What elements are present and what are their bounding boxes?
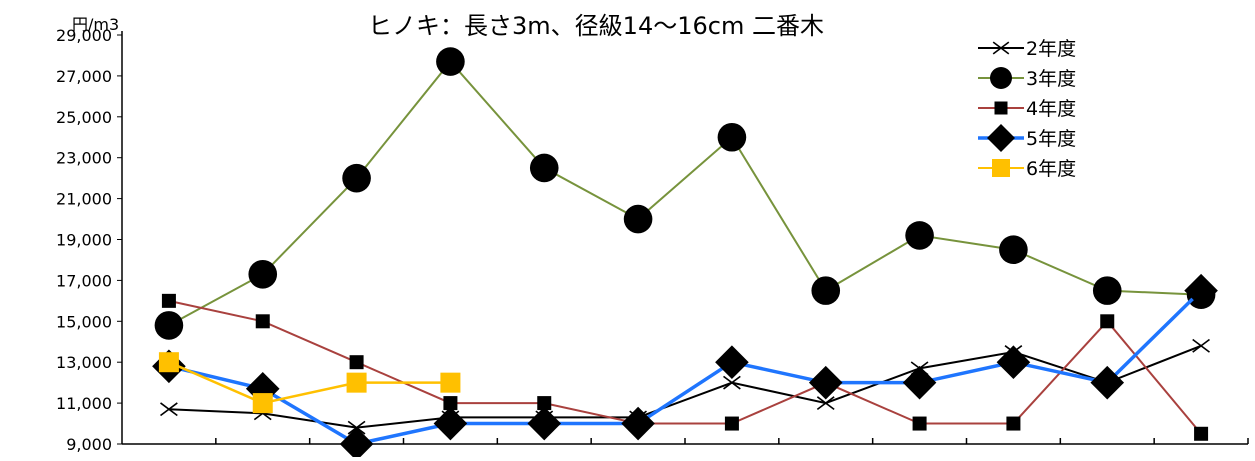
legend-label: 2年度 [1026, 38, 1076, 60]
legend-item: 5年度 [978, 124, 1076, 152]
series-4 [152, 273, 1218, 461]
data-point-circle [436, 47, 465, 76]
data-point-diamond [1090, 365, 1125, 400]
y-tick-label: 9,000 [66, 435, 112, 454]
data-point-circle [905, 221, 934, 250]
data-point-circle [529, 153, 559, 183]
data-point-circle [811, 276, 841, 305]
legend-item: 2年度 [978, 38, 1076, 60]
series-3 [161, 293, 1209, 441]
data-point-square [994, 101, 1008, 115]
data-point-x-marker [1192, 338, 1210, 353]
y-tick-label: 11,000 [56, 394, 112, 413]
data-point-circle [248, 259, 278, 289]
data-point-circle [623, 204, 653, 234]
data-point-x-marker [160, 402, 178, 417]
legend-label: 4年度 [1026, 98, 1076, 120]
data-point-square [255, 314, 270, 329]
y-tick-label: 29,000 [56, 26, 112, 45]
y-tick-label: 19,000 [56, 231, 112, 250]
legend: 2年度 3年度 4年度 5年度 6年度 [978, 38, 1076, 180]
series-line [168, 361, 451, 405]
legend-item: 4年度 [978, 98, 1076, 120]
data-point-circle [342, 163, 371, 193]
y-tick-label: 17,000 [56, 271, 112, 290]
data-point-square [1194, 426, 1209, 441]
legend-item: 6年度 [978, 158, 1076, 180]
data-point-diamond [715, 345, 749, 379]
legend-label: 3年度 [1026, 68, 1076, 90]
y-tick-labels: 9,000 11,000 13,000 15,000 17,000 19,000 21,00… [56, 26, 122, 454]
data-point-diamond [433, 406, 468, 441]
data-point-diamond [902, 365, 937, 400]
data-point-circle [999, 235, 1028, 265]
chart-title: ヒノキ：長さ3m、径級14～16cm 二番木 [368, 12, 824, 40]
data-point-circle [154, 311, 184, 340]
data-point-square [912, 416, 927, 431]
data-point-x-marker [992, 41, 1010, 55]
data-point-diamond [996, 345, 1031, 379]
data-point-diamond [621, 406, 655, 441]
y-tick-label: 23,000 [56, 149, 112, 168]
series-5 [158, 352, 461, 414]
data-point-circle [717, 122, 747, 152]
data-point-square [161, 293, 176, 308]
y-tick-label: 27,000 [56, 67, 112, 86]
data-point-square [349, 355, 364, 370]
data-point-diamond [339, 427, 374, 461]
y-tick-label: 13,000 [56, 353, 112, 372]
y-tick-label: 25,000 [56, 108, 112, 127]
data-point-square [443, 396, 458, 411]
series-line [168, 60, 1202, 327]
legend-label: 6年度 [1026, 158, 1076, 180]
y-unit-label: 円/m3 [72, 15, 119, 34]
data-point-square [1100, 314, 1115, 329]
data-point-square [440, 372, 461, 393]
legend-item: 3年度 [978, 67, 1076, 90]
data-point-diamond [1184, 273, 1218, 308]
data-point-diamond [987, 124, 1015, 152]
data-point-x-marker [816, 396, 835, 411]
data-point-diamond [527, 406, 562, 441]
data-point-square [724, 416, 739, 431]
series-2 [154, 47, 1216, 340]
y-tick-label: 21,000 [56, 190, 112, 209]
series-line [168, 299, 1202, 435]
data-point-square [252, 393, 273, 414]
series-line [168, 289, 1203, 446]
data-point-square [346, 372, 367, 393]
data-point-square [1006, 416, 1021, 431]
axes [121, 31, 1249, 445]
series-line [168, 344, 1202, 429]
data-point-circle [990, 67, 1012, 89]
series-layer [152, 47, 1218, 461]
data-point-square [158, 352, 179, 373]
data-point-x-marker [723, 375, 741, 390]
y-tick-label: 15,000 [56, 312, 112, 331]
data-point-circle [1092, 276, 1122, 305]
data-point-square [537, 396, 552, 411]
data-point-diamond [808, 365, 843, 400]
data-point-square [992, 159, 1010, 177]
legend-label: 5年度 [1026, 128, 1076, 150]
